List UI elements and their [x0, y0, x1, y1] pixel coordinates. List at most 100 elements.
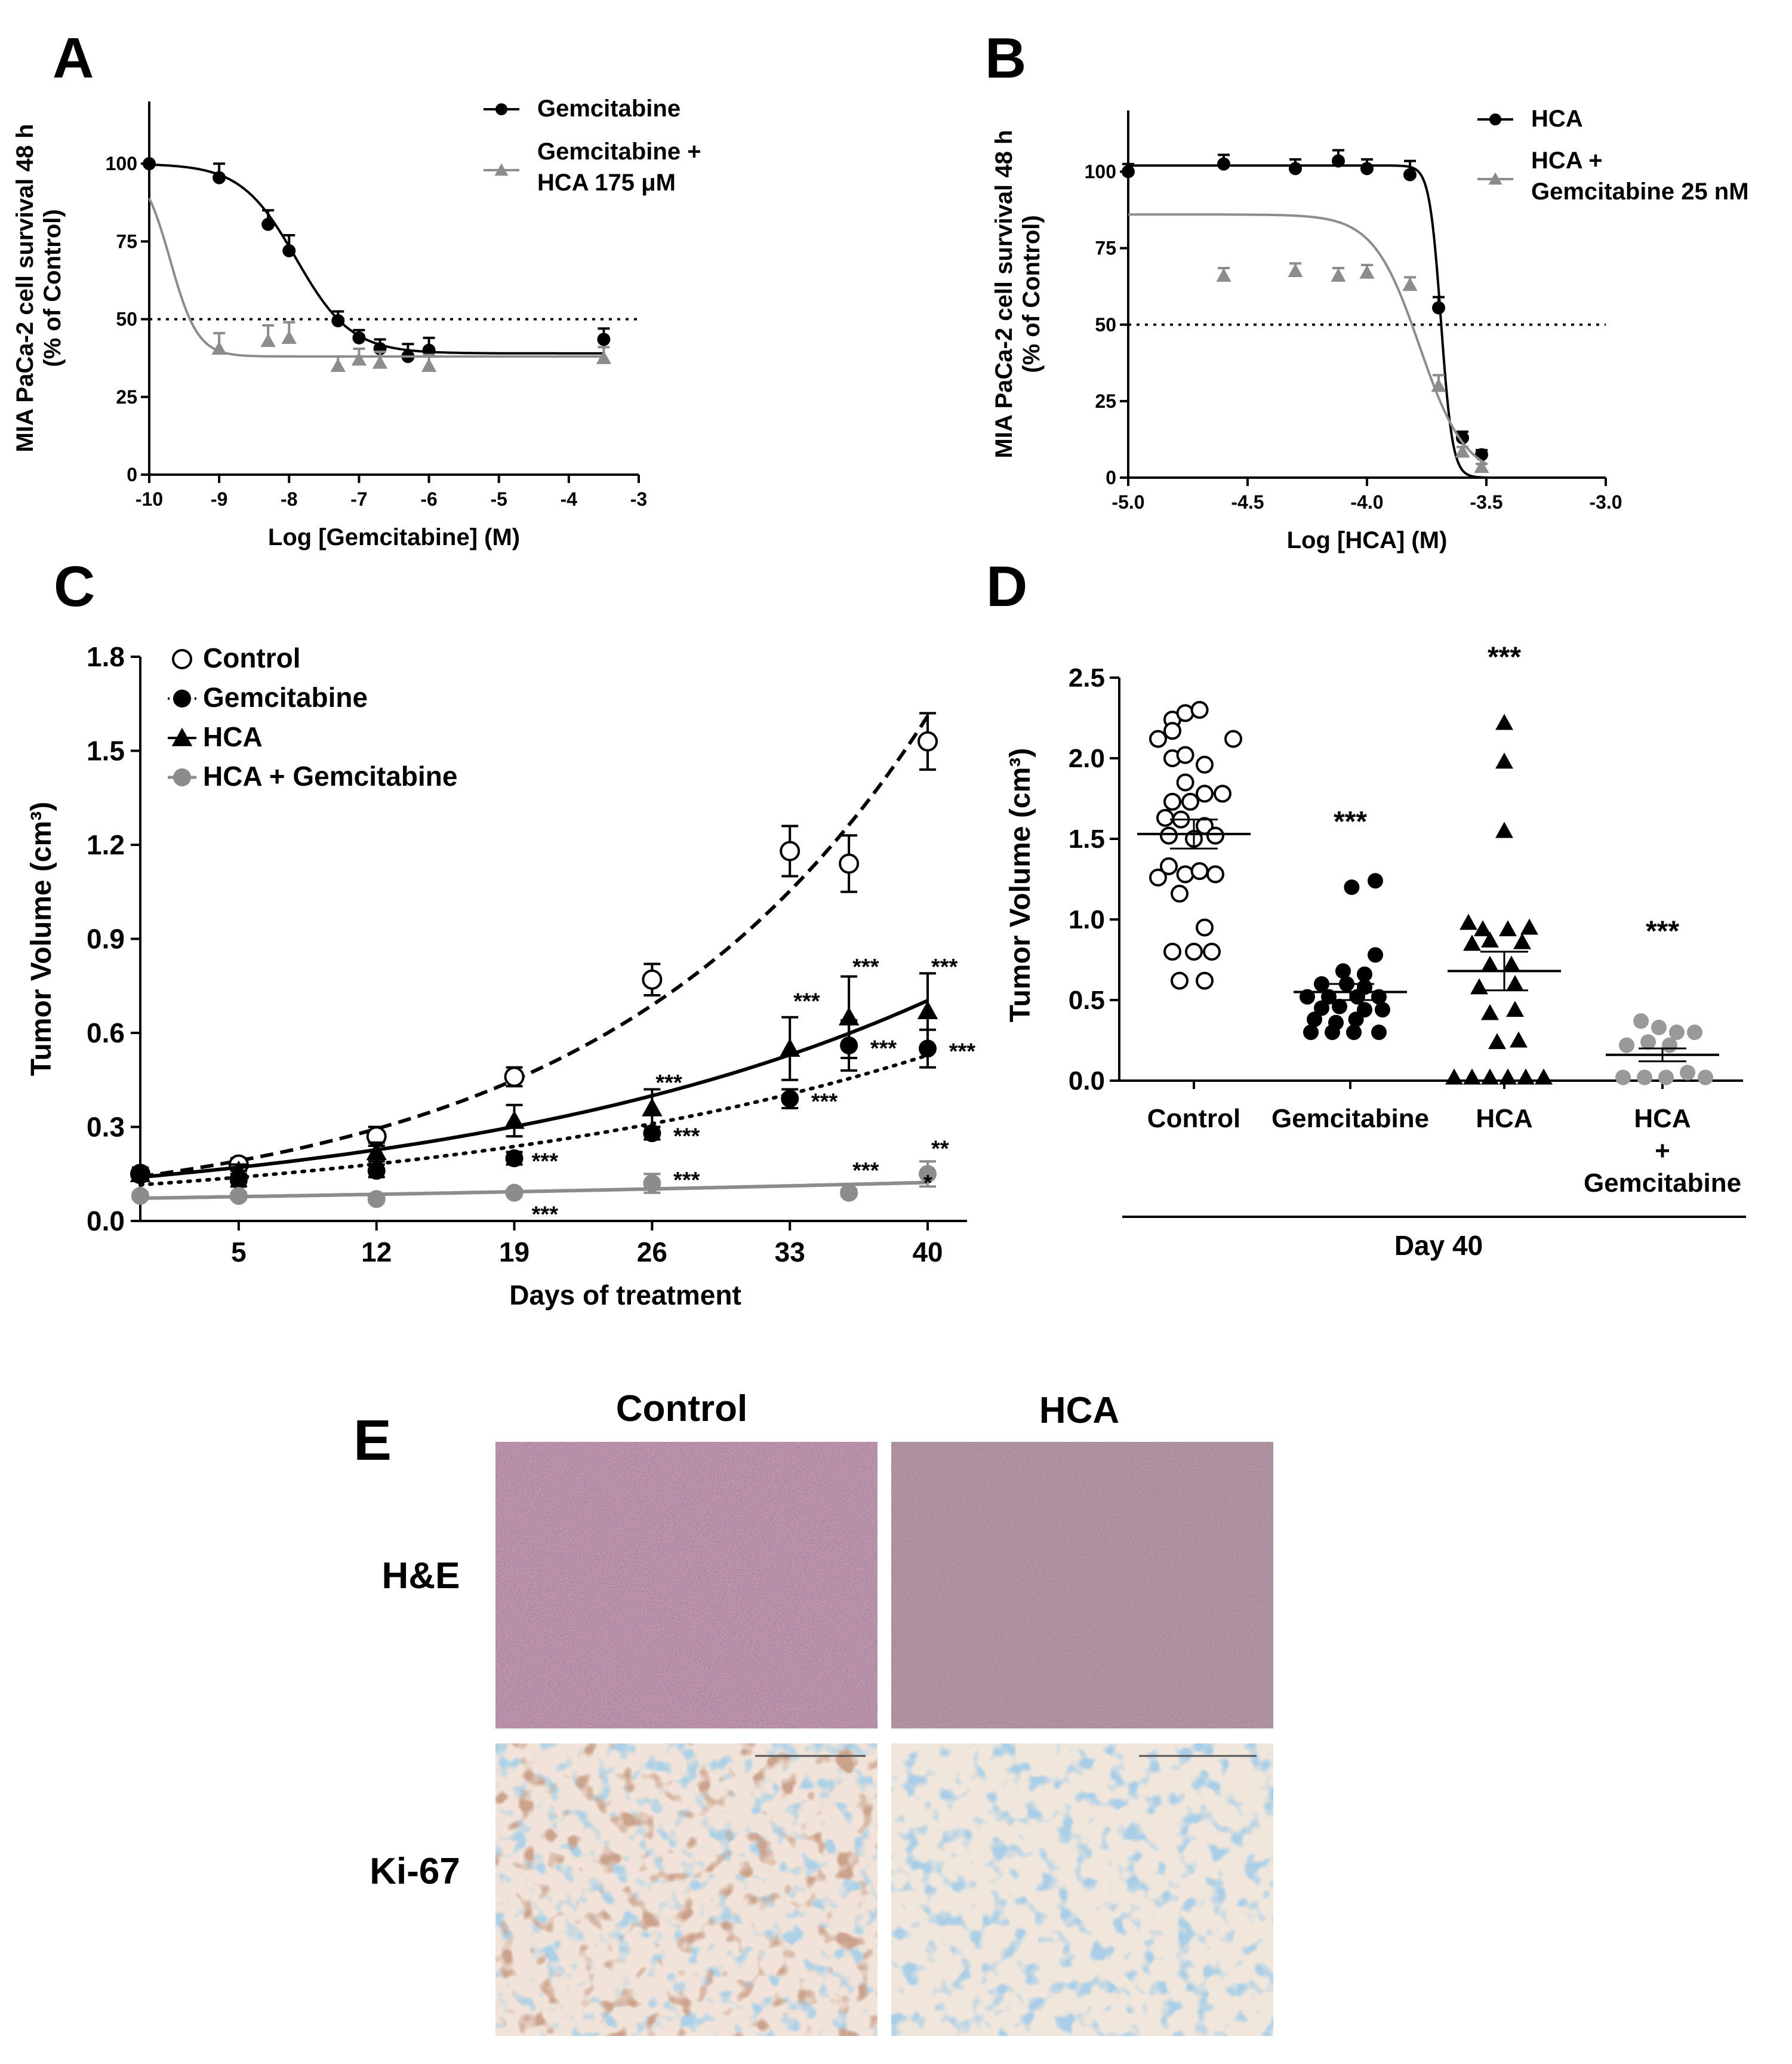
legend-marker	[173, 690, 191, 708]
chart-a: 0 25 50 75 100 -10 -9 -8 -7 -6 -5 -4 -3 Log [Gemcitab…	[12, 96, 701, 550]
x-tick-label: 5	[231, 1236, 247, 1268]
y-tick-label: 1.5	[87, 736, 125, 767]
data-point	[1481, 1004, 1499, 1020]
col-label-hca: HCA	[1039, 1390, 1119, 1431]
x-tick-label: -6	[420, 488, 437, 510]
x-tick-label: -10	[136, 488, 163, 510]
data-point	[1196, 785, 1214, 803]
data-point	[1506, 1001, 1524, 1017]
data-point	[919, 1165, 937, 1183]
x-tick-label: -8	[281, 488, 297, 510]
data-point	[1375, 1002, 1390, 1018]
data-point	[1176, 865, 1194, 884]
data-point	[229, 1187, 248, 1205]
panel-letter-c: C	[54, 555, 95, 619]
data-point	[597, 333, 611, 346]
x-tick-label: 19	[499, 1236, 529, 1268]
data-point	[505, 1149, 524, 1167]
data-point	[1432, 301, 1445, 315]
data-point	[1360, 162, 1374, 176]
data-point	[596, 350, 612, 364]
data-point	[1499, 1068, 1517, 1085]
x-tick-label: -3.5	[1470, 491, 1502, 513]
panel-letter-b: B	[985, 26, 1026, 90]
significance-stars: ***	[532, 1202, 559, 1228]
data-point	[213, 171, 226, 184]
data-point	[1335, 963, 1351, 979]
data-point	[1662, 1037, 1677, 1053]
x-tick-label: -4.0	[1350, 491, 1383, 513]
y-tick-label: 0.6	[87, 1017, 125, 1048]
y-axis-label: MIA PaCa-2 cell survival 48 h(% of Contr…	[991, 130, 1045, 459]
data-point	[1510, 1031, 1528, 1048]
data-point	[1325, 1025, 1340, 1040]
panel-letter-a: A	[53, 26, 94, 90]
data-point	[1499, 920, 1517, 937]
data-point	[282, 244, 296, 257]
data-point	[1513, 933, 1531, 949]
data-point	[260, 333, 276, 347]
data-point	[1196, 918, 1214, 937]
data-point	[1224, 730, 1242, 748]
significance-stars: ***	[1646, 916, 1679, 948]
data-point	[1680, 1065, 1695, 1081]
category-label: Gemcitabine	[1584, 1168, 1741, 1198]
data-point	[838, 1007, 860, 1026]
fit-curve	[1128, 164, 1486, 479]
significance-stars: ***	[673, 1168, 700, 1193]
data-point	[1214, 785, 1231, 803]
fit-curve	[149, 163, 604, 355]
data-point	[1481, 1068, 1499, 1085]
data-point	[642, 969, 663, 990]
data-point	[1206, 826, 1224, 845]
y-tick-label: 25	[1095, 390, 1116, 412]
data-point	[1176, 746, 1194, 764]
data-point	[1171, 971, 1188, 990]
data-point	[1502, 955, 1520, 972]
data-point	[642, 1097, 663, 1116]
row-label-he: H&E	[382, 1555, 460, 1597]
significance-stars: ***	[1488, 642, 1521, 673]
y-axis-label: Tumor Volume (cm³)	[1005, 748, 1036, 1023]
data-point	[421, 358, 437, 372]
data-point	[1314, 1000, 1329, 1016]
data-point	[1156, 808, 1174, 827]
data-point	[1332, 998, 1347, 1014]
x-tick-label: -9	[211, 488, 227, 510]
data-point	[143, 157, 156, 171]
data-point	[780, 841, 800, 862]
data-point	[1196, 755, 1214, 774]
y-tick-label: 1.5	[1069, 825, 1105, 854]
data-point	[1289, 162, 1302, 176]
panel-letter-e: E	[353, 1408, 392, 1472]
category-label: Control	[1147, 1104, 1240, 1133]
data-point	[1149, 868, 1167, 887]
data-point	[1619, 1037, 1634, 1053]
y-tick-label: 0.3	[87, 1112, 125, 1143]
data-point	[504, 1066, 525, 1087]
data-point	[331, 314, 345, 328]
significance-stars: ***	[852, 1158, 879, 1183]
significance-stars: ***	[793, 989, 820, 1014]
y-axis-label: Tumor Volume (cm³)	[26, 802, 57, 1076]
data-point	[1488, 1033, 1506, 1050]
data-point	[1470, 978, 1488, 995]
data-point	[351, 352, 367, 366]
significance-stars: ***	[852, 955, 879, 980]
micrograph-he-hca	[891, 1442, 1273, 1728]
micrograph-ki67-hca	[891, 1743, 1273, 2036]
category-label: +	[1655, 1136, 1670, 1165]
data-point	[840, 1183, 858, 1202]
category-label: HCA	[1634, 1104, 1691, 1133]
y-tick-label: 1.8	[87, 641, 125, 672]
y-tick-label: 0.9	[87, 924, 125, 955]
legend-label: HCA + Gemcitabine 25 nM	[1531, 147, 1749, 205]
data-point	[505, 1183, 524, 1202]
significance-stars: ***	[931, 955, 958, 980]
data-point	[779, 1038, 800, 1057]
y-tick-label: 75	[1095, 238, 1116, 259]
data-point	[1495, 713, 1513, 730]
chart-c: 0.0 0.3 0.6 0.9 1.2 1.5 1.8 5 12 19 26 33 40 Days of …	[26, 641, 975, 1311]
data-point	[917, 731, 938, 752]
